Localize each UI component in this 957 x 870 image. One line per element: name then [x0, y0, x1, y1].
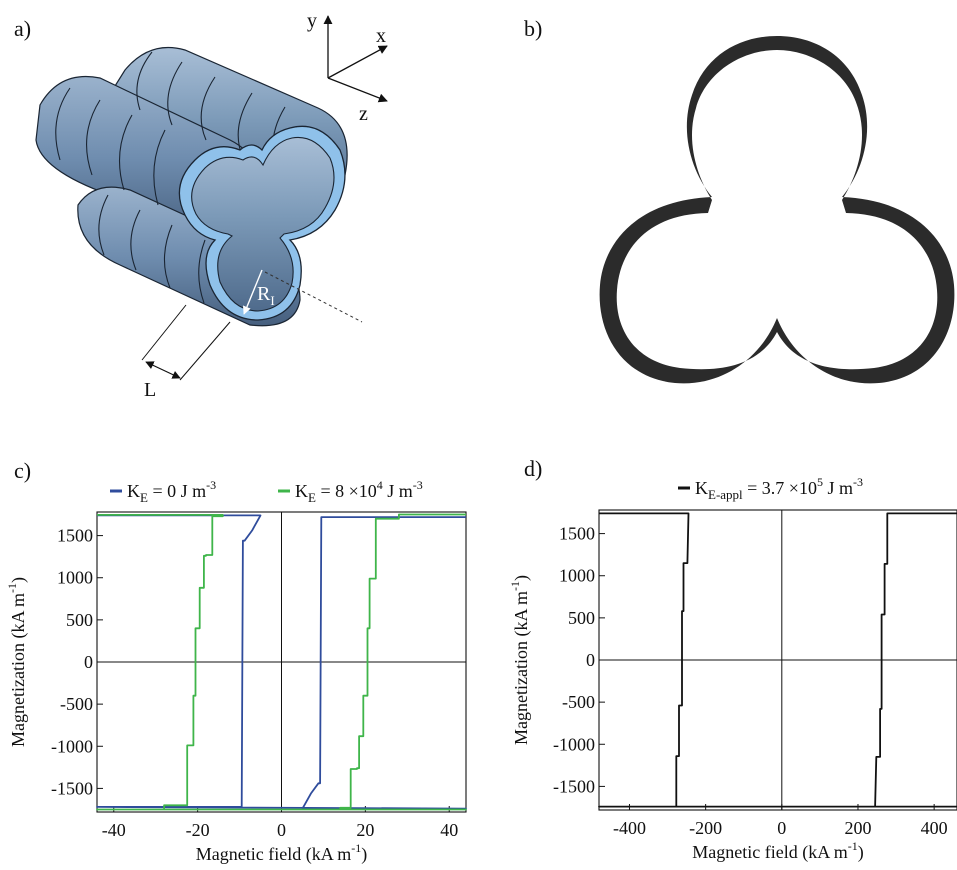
- x-tick-label: 40: [440, 820, 458, 840]
- x-tick-label: 0: [777, 818, 786, 838]
- y-tick-label: 1500: [57, 526, 93, 546]
- tube-diagram: y x z: [35, 10, 388, 401]
- y-tick-label: 500: [568, 608, 595, 628]
- y-tick-label: -500: [562, 692, 595, 712]
- y-tick-label: -1000: [553, 734, 595, 754]
- y-axis-label: Magnetization (kA m-1): [508, 575, 532, 745]
- radius-arrow: [242, 269, 263, 315]
- axes-triad: y x z: [307, 10, 388, 125]
- length-label: L: [144, 379, 156, 401]
- series-line: [96, 514, 467, 810]
- x-tick-label: 20: [356, 820, 374, 840]
- hysteresis-chart-d: -400 -200 0 200 400 -1500 -1000 -500 0 500 1000 150…: [508, 475, 957, 863]
- y-tick-label: 1000: [559, 566, 595, 586]
- x-tick-label: 0: [277, 820, 286, 840]
- series-line: [96, 513, 467, 811]
- axis-label-y: y: [307, 10, 317, 32]
- x-axis-label: Magnetic field (kA m-1): [196, 841, 367, 865]
- tube-axis-line: [264, 271, 363, 323]
- y-tick-label: -1500: [553, 776, 595, 796]
- radius-label: RI: [257, 283, 275, 308]
- axis-label-x: x: [376, 25, 386, 47]
- x-tick-label: 200: [844, 818, 871, 838]
- y-tick-label: -1000: [51, 736, 93, 756]
- panel-label-c: c): [14, 458, 32, 483]
- y-tick-label: 0: [586, 650, 595, 670]
- axis-label-z: z: [359, 103, 368, 125]
- y-axis-label: Magnetization (kA m-1): [5, 577, 29, 747]
- cross-section-diagram: [599, 36, 955, 384]
- panel-label-d: d): [524, 456, 543, 481]
- series-line: [598, 512, 957, 808]
- trefoil-cross-section: [599, 36, 955, 384]
- x-tick-label: -40: [102, 820, 126, 840]
- y-tick-label: -500: [60, 694, 93, 714]
- length-arrow: [145, 361, 181, 379]
- y-tick-label: -1500: [51, 778, 93, 798]
- x-tick-label: -400: [613, 818, 646, 838]
- trefoil-interior: [191, 136, 335, 312]
- panel-label-a: a): [14, 16, 32, 41]
- hysteresis-chart-c: -40 -20 0 20 40 -1500 -1000 -500 0 500 1000 1500 KE …: [5, 478, 467, 865]
- panel-label-b: b): [524, 16, 543, 41]
- x-tick-label: -20: [186, 820, 210, 840]
- x-tick-label: -200: [689, 818, 722, 838]
- x-tick-label: 400: [921, 818, 948, 838]
- legend-label: KE = 0 J m-3: [127, 478, 216, 505]
- y-tick-label: 500: [66, 610, 93, 630]
- legend-label: KE = 8 ×104 J m-3: [295, 478, 423, 505]
- y-tick-label: 0: [84, 652, 93, 672]
- y-tick-label: 1000: [57, 568, 93, 588]
- legend-label: KE-appl = 3.7 ×105 J m-3: [695, 475, 863, 502]
- x-axis-label: Magnetic field (kA m-1): [692, 839, 863, 863]
- y-tick-label: 1500: [559, 524, 595, 544]
